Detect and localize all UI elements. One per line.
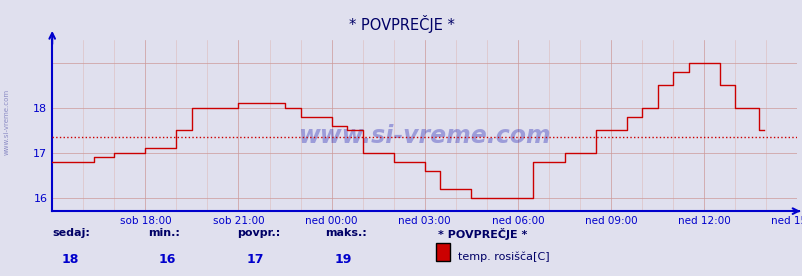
- Text: 16: 16: [158, 253, 176, 266]
- Text: min.:: min.:: [148, 228, 180, 238]
- Text: temp. rosišča[C]: temp. rosišča[C]: [457, 252, 549, 262]
- Text: 19: 19: [334, 253, 352, 266]
- Text: www.si-vreme.com: www.si-vreme.com: [3, 88, 9, 155]
- Text: maks.:: maks.:: [325, 228, 367, 238]
- Text: 18: 18: [62, 253, 79, 266]
- Text: * POVPREČJE *: * POVPREČJE *: [348, 15, 454, 33]
- Text: povpr.:: povpr.:: [237, 228, 280, 238]
- Text: sedaj:: sedaj:: [52, 228, 90, 238]
- Text: 17: 17: [246, 253, 264, 266]
- Text: www.si-vreme.com: www.si-vreme.com: [298, 124, 550, 148]
- Text: * POVPREČJE *: * POVPREČJE *: [437, 228, 526, 240]
